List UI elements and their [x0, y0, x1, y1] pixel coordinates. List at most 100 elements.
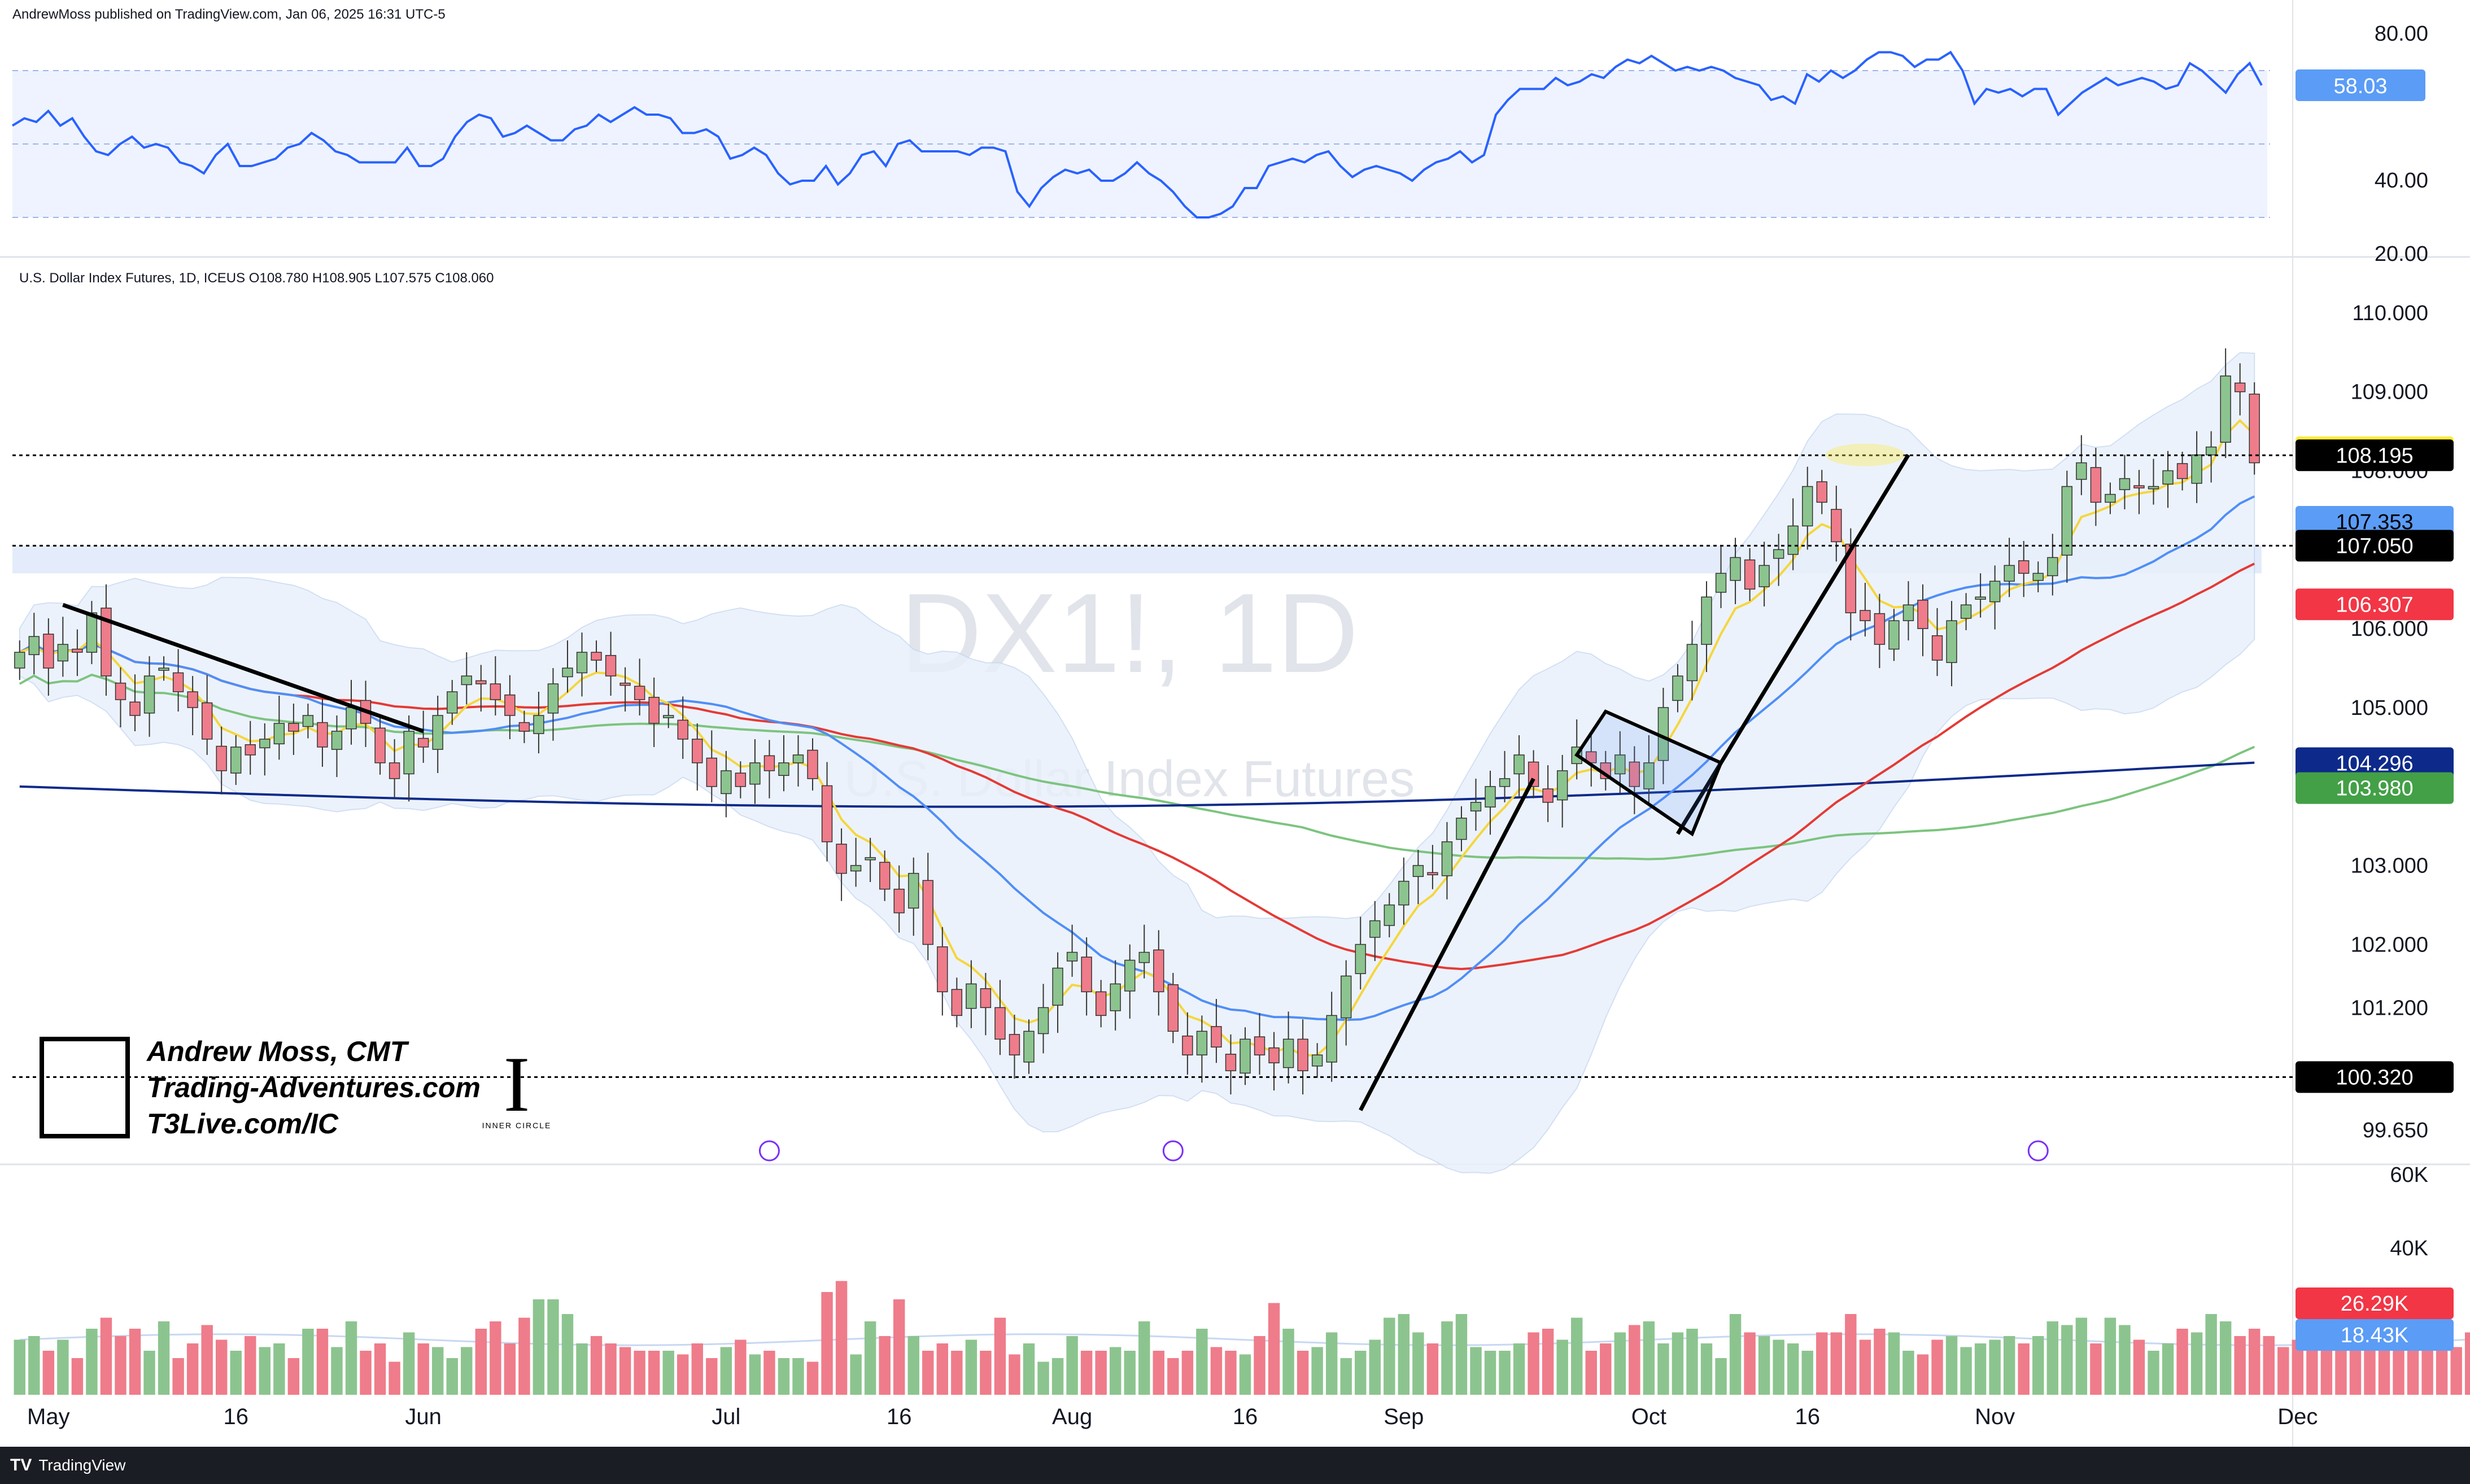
candle: [1081, 957, 1092, 993]
volume-bar: [2190, 1332, 2203, 1395]
price-tick-label: 110.000: [2352, 302, 2428, 325]
candle: [865, 857, 876, 861]
volume-bar: [2046, 1321, 2058, 1395]
volume-bar: [1167, 1358, 1179, 1395]
volume-bar: [980, 1351, 992, 1395]
volume-bar: [2104, 1317, 2116, 1395]
candle: [663, 715, 674, 718]
volume-bar: [446, 1358, 458, 1395]
volume-bar: [547, 1299, 559, 1395]
level-badge: [2296, 530, 2454, 562]
ma-value-badge: [2296, 588, 2454, 621]
volume-bar: [1297, 1351, 1309, 1395]
volume-bar: [1758, 1336, 1770, 1395]
candle: [1009, 1034, 1020, 1055]
volume-bar: [1355, 1351, 1367, 1395]
candle: [605, 654, 617, 676]
volume-bar: [1023, 1343, 1035, 1395]
candle: [1023, 1031, 1035, 1063]
candle: [2148, 486, 2159, 490]
volume-bar: [922, 1351, 934, 1395]
volume-bar: [1153, 1351, 1165, 1395]
rsi-value-label: 58.03: [2333, 75, 2387, 98]
event-icon: [2027, 1140, 2049, 1162]
volume-bar: [1816, 1332, 1828, 1395]
candle: [1557, 770, 1568, 801]
volume-bar: [1960, 1347, 1972, 1395]
candle: [1470, 802, 1482, 811]
candle: [72, 648, 83, 653]
volume-bar: [1672, 1332, 1684, 1395]
volume-bar: [1254, 1336, 1265, 1395]
candle: [1758, 565, 1770, 587]
volume-bar: [1614, 1332, 1626, 1395]
candle: [101, 608, 112, 676]
candle: [1513, 754, 1525, 775]
time-axis-label: 16: [1233, 1404, 1258, 1429]
level-badge: [2296, 1061, 2454, 1093]
volume-value-badge: [2296, 1287, 2454, 1319]
candle: [2249, 394, 2260, 464]
volume-bar: [86, 1329, 98, 1395]
candle: [1831, 509, 1842, 543]
volume-bar: [1239, 1354, 1251, 1395]
volume-bar: [431, 1347, 444, 1395]
candle: [1052, 967, 1063, 1006]
candle: [28, 636, 40, 656]
candle: [230, 747, 242, 774]
volume-bar: [792, 1358, 804, 1395]
candle: [1398, 880, 1409, 906]
volume-bar: [2465, 1332, 2470, 1395]
candle: [1225, 1054, 1237, 1071]
volume-bar: [778, 1358, 790, 1395]
volume-bar: [1095, 1351, 1107, 1395]
level-label: 107.050: [2336, 534, 2413, 558]
volume-bar: [1412, 1332, 1424, 1395]
time-axis-label: Dec: [2277, 1404, 2318, 1429]
candle: [43, 634, 54, 669]
level-label: 100.320: [2336, 1066, 2413, 1089]
volume-ma-line: [19, 1333, 2470, 1346]
volume-bar: [1528, 1332, 1539, 1395]
volume-bar: [706, 1358, 718, 1395]
volume-bar: [245, 1336, 256, 1395]
candle: [1456, 818, 1467, 840]
volume-bar: [28, 1336, 40, 1395]
volume-bar: [1066, 1336, 1078, 1395]
volume-bar: [1484, 1351, 1496, 1395]
candle: [86, 612, 98, 653]
volume-bar: [749, 1354, 761, 1395]
volume-bar: [259, 1347, 271, 1395]
volume-bar: [2277, 1347, 2289, 1395]
ma-value-badge: [2296, 506, 2454, 538]
volume-bar: [1686, 1329, 1698, 1395]
candle: [1066, 951, 1078, 962]
candle: [1917, 600, 1928, 629]
volume-bar: [2090, 1343, 2102, 1395]
volume-bar: [1729, 1314, 1742, 1395]
volume-bar: [143, 1351, 155, 1395]
candle: [1874, 613, 1886, 645]
author-link: T3Live.com/IC: [147, 1108, 338, 1140]
time-axis-label: May: [27, 1404, 70, 1429]
candle: [1975, 596, 1986, 600]
volume-bar: [662, 1351, 674, 1395]
volume-bar: [1384, 1317, 1395, 1395]
candle: [1989, 580, 2001, 603]
volume-bar: [763, 1351, 775, 1395]
candle: [187, 691, 198, 708]
candle: [2004, 565, 2015, 582]
candle: [346, 707, 357, 730]
candle: [302, 715, 314, 727]
candle: [836, 844, 847, 874]
candle: [389, 762, 400, 779]
candle: [1153, 949, 1164, 993]
candle: [792, 754, 804, 763]
candle: [1672, 675, 1683, 701]
volume-bar: [1225, 1351, 1237, 1395]
volume-bar: [1917, 1354, 1929, 1395]
volume-bar: [2219, 1321, 2232, 1395]
volume-bar: [850, 1354, 862, 1395]
candle: [749, 762, 761, 785]
